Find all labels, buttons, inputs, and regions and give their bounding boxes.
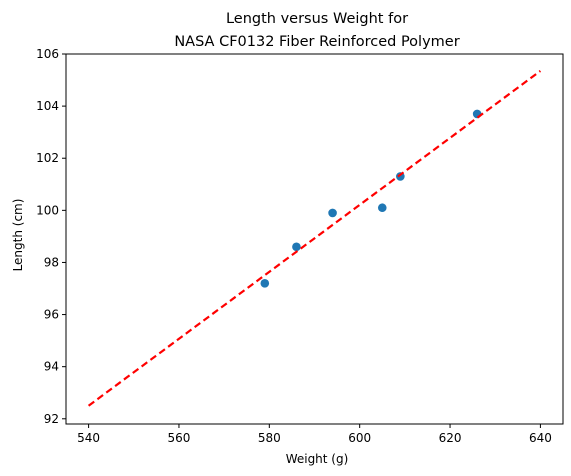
plot-area xyxy=(87,70,542,407)
y-axis-label: Length (cm) xyxy=(11,199,25,272)
y-tick-label: 104 xyxy=(36,99,59,113)
fit-line xyxy=(87,70,542,407)
data-point xyxy=(260,278,270,288)
y-tick-label: 96 xyxy=(44,308,59,322)
plot-frame xyxy=(65,53,564,425)
chart-title-line-2: NASA CF0132 Fiber Reinforced Polymer xyxy=(174,34,459,50)
x-tick-label: 540 xyxy=(77,431,100,445)
data-point xyxy=(377,203,387,213)
x-tick-label: 600 xyxy=(348,431,371,445)
y-tick-label: 94 xyxy=(44,360,59,374)
data-point xyxy=(292,242,301,252)
x-axis: 540 560 580 600 620 640 xyxy=(77,424,552,445)
x-tick-label: 620 xyxy=(439,431,462,445)
y-axis: 92 94 96 98 100 102 104 106 xyxy=(36,47,66,426)
x-tick-label: 560 xyxy=(168,431,191,445)
y-tick-label: 92 xyxy=(44,412,59,426)
y-tick-label: 106 xyxy=(36,47,59,61)
x-axis-label: Weight (g) xyxy=(286,452,349,466)
y-tick-label: 102 xyxy=(36,151,59,165)
x-tick-label: 580 xyxy=(258,431,281,445)
data-point xyxy=(328,208,337,218)
chart-title-line-1: Length versus Weight for xyxy=(226,11,408,27)
y-tick-label: 100 xyxy=(36,203,59,217)
chart-title: Length versus Weight for NASA CF0132 Fib… xyxy=(174,11,459,50)
y-tick-label: 98 xyxy=(44,255,59,269)
x-tick-label: 640 xyxy=(529,431,552,445)
